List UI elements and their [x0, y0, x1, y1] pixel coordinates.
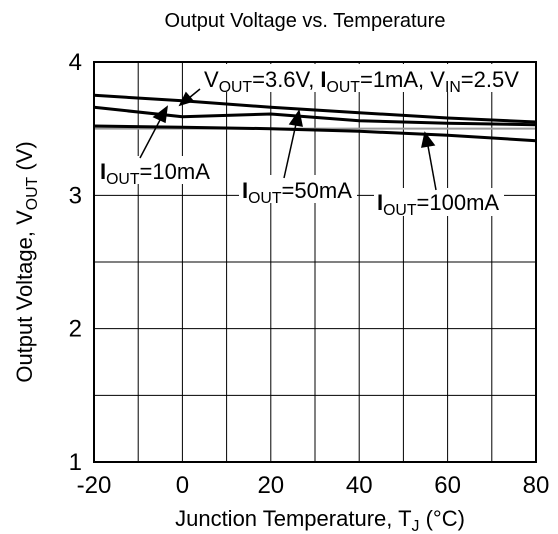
x-tick-label: -20: [77, 472, 112, 499]
chart-title: Output Voltage vs. Temperature: [165, 10, 446, 32]
series-label-50ma: IOUT=50mA: [242, 178, 352, 207]
x-tick-label: 20: [257, 472, 284, 499]
series-label-bg-10ma: [97, 156, 215, 184]
y-tick-label: 3: [69, 182, 82, 209]
y-axis-label: Output Voltage, VOUT (V): [12, 141, 41, 382]
x-axis-label: Junction Temperature, TJ (°C): [175, 506, 465, 534]
x-tick-label: 80: [523, 472, 550, 499]
arrow-100ma-head: [421, 131, 436, 148]
x-tick-label: 0: [176, 472, 189, 499]
series-line-2: [93, 124, 537, 143]
grid: [94, 62, 536, 462]
y-tick-label: 1: [69, 449, 82, 476]
condition-arrow-head: [178, 91, 195, 107]
series-lines: [93, 93, 537, 143]
arrow-10ma-head: [152, 105, 168, 124]
y-tick-label: 2: [69, 316, 82, 343]
condition-arrow: [188, 88, 201, 99]
arrow-50ma: [283, 123, 297, 179]
series-label-100ma: IOUT=100mA: [377, 190, 499, 219]
plot-frame: [93, 61, 537, 463]
series-line-1: [93, 105, 537, 127]
condition-label: VOUT=3.6V, IOUT=1mA, VIN=2.5V: [204, 67, 519, 96]
x-tick-label: 60: [434, 472, 461, 499]
condition-label-bg: [200, 64, 534, 92]
series-label-bg-100ma: [374, 188, 504, 216]
x-tick-labels: -20 0 20 40 60 80: [77, 472, 550, 499]
x-tick-label: 40: [346, 472, 373, 499]
y-tick-label: 4: [69, 49, 82, 76]
arrow-100ma: [427, 145, 437, 191]
arrow-10ma: [139, 119, 161, 159]
y-tick-labels: 1 2 3 4: [69, 49, 82, 476]
series-label-bg-50ma: [239, 175, 357, 203]
series-line-0: [93, 93, 537, 124]
arrow-50ma-head: [288, 109, 303, 127]
series-label-10ma: IOUT=10mA: [100, 159, 210, 188]
